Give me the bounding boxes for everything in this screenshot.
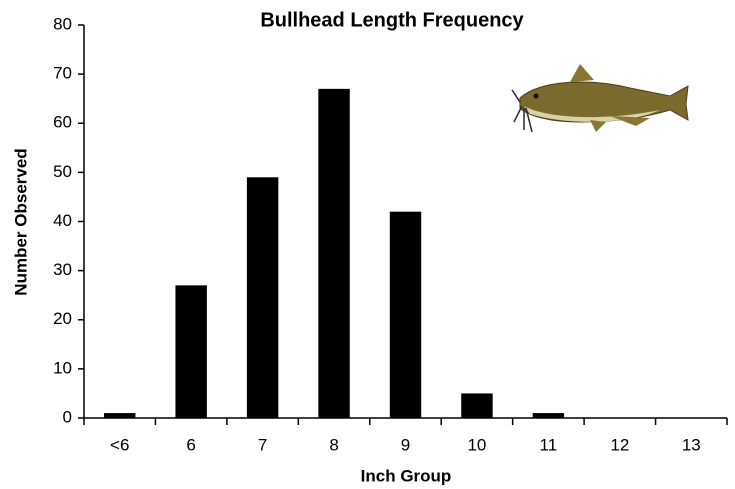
- bar: [104, 413, 135, 418]
- y-axis-label: Number Observed: [11, 148, 30, 295]
- x-tick-label: <6: [110, 435, 129, 454]
- y-tick-label: 20: [53, 309, 72, 328]
- x-tick-label: 6: [186, 435, 195, 454]
- y-tick-label: 80: [53, 14, 72, 33]
- y-tick-label: 50: [53, 162, 72, 181]
- y-tick-label: 30: [53, 260, 72, 279]
- y-tick-label: 60: [53, 113, 72, 132]
- bar: [533, 413, 564, 418]
- chart: Bullhead Length Frequency Inch Group Num…: [0, 0, 735, 489]
- bar: [461, 393, 492, 418]
- bar: [318, 89, 349, 418]
- x-tick-label: 7: [258, 435, 267, 454]
- y-tick-label: 0: [63, 407, 72, 426]
- x-axis-label: Inch Group: [361, 466, 452, 485]
- x-tick-label: 12: [610, 435, 629, 454]
- bar: [247, 177, 278, 418]
- y-tick-label: 10: [53, 358, 72, 377]
- y-tick-label: 70: [53, 64, 72, 83]
- chart-title: Bullhead Length Frequency: [260, 9, 524, 31]
- x-tick-label: 10: [467, 435, 486, 454]
- x-tick-label: 13: [682, 435, 701, 454]
- x-tick-label: 9: [401, 435, 410, 454]
- fish-illustration: [512, 64, 688, 132]
- x-tick-label: 8: [329, 435, 338, 454]
- bar: [175, 285, 206, 418]
- bar: [390, 212, 421, 418]
- x-tick-label: 11: [540, 435, 558, 454]
- y-tick-label: 40: [53, 211, 72, 230]
